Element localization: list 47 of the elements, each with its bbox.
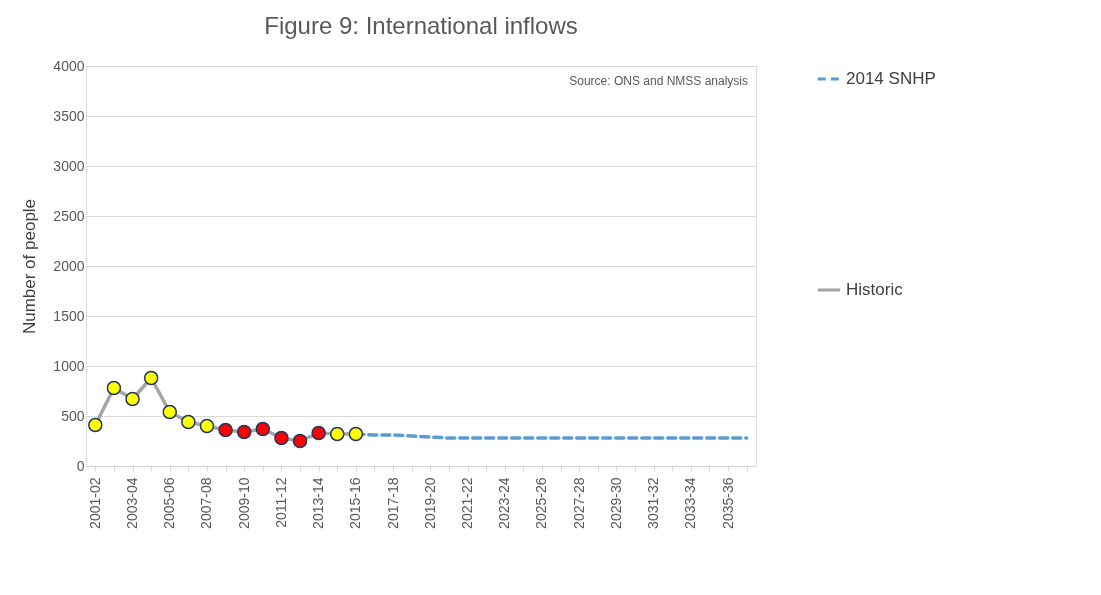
x-tick-label: 2009-10 — [235, 477, 252, 529]
point — [255, 421, 271, 437]
point — [106, 380, 122, 396]
x-tick-label: 2001-02 — [86, 477, 103, 529]
x-tick-label: 2027-28 — [570, 477, 587, 529]
annotation: Source: ONS and NMSS analysis — [569, 74, 748, 88]
y-tick-label: 1000 — [53, 357, 85, 374]
x-tick-label: 2033-34 — [682, 477, 699, 529]
y-tick-label: 3000 — [53, 157, 85, 174]
x-tick-label: 2003-04 — [124, 477, 141, 529]
point — [311, 425, 326, 441]
y-tick-label: 2000 — [53, 257, 85, 274]
x-tick-label: 2015-16 — [347, 477, 364, 529]
chart-title: Figure 9: International inflows — [264, 12, 578, 39]
point — [143, 370, 159, 386]
x-tick-label: 3031-32 — [645, 477, 662, 529]
x-tick-label: 2007-08 — [198, 477, 215, 529]
point — [348, 426, 364, 442]
y-tick-label: 500 — [61, 407, 85, 424]
point — [162, 404, 178, 420]
y-tick-label: 3500 — [53, 107, 85, 124]
point — [125, 391, 140, 407]
point — [181, 414, 196, 430]
x-tick-label: 2029-30 — [607, 477, 624, 529]
point — [329, 426, 345, 442]
legend-label: Historic — [846, 280, 904, 299]
y-tick-label: 0 — [76, 457, 85, 474]
point — [292, 433, 308, 449]
y-tick-label: 2500 — [53, 207, 85, 224]
x-tick-label: 2013-14 — [310, 477, 327, 529]
point — [236, 424, 252, 440]
x-tick-label: 2005-06 — [161, 477, 178, 529]
point — [218, 422, 233, 438]
point — [88, 417, 103, 433]
point — [274, 430, 289, 446]
x-tick-label: 2023-24 — [496, 477, 513, 529]
point — [199, 418, 215, 434]
legend-label: 2014 SNHP — [846, 69, 936, 88]
y-tick-label: 4000 — [53, 57, 85, 74]
x-tick-label: 2025-26 — [533, 477, 550, 529]
x-tick-label: 2021-22 — [459, 477, 476, 529]
x-tick-label: 2035-36 — [719, 477, 736, 529]
y-tick-label: 1500 — [53, 307, 85, 324]
x-tick-label: 2019-20 — [421, 477, 438, 529]
y-axis-title: Number of people — [20, 198, 40, 335]
x-tick-label: 2011-12 — [272, 477, 289, 528]
x-tick-label: 2017-18 — [384, 477, 401, 529]
